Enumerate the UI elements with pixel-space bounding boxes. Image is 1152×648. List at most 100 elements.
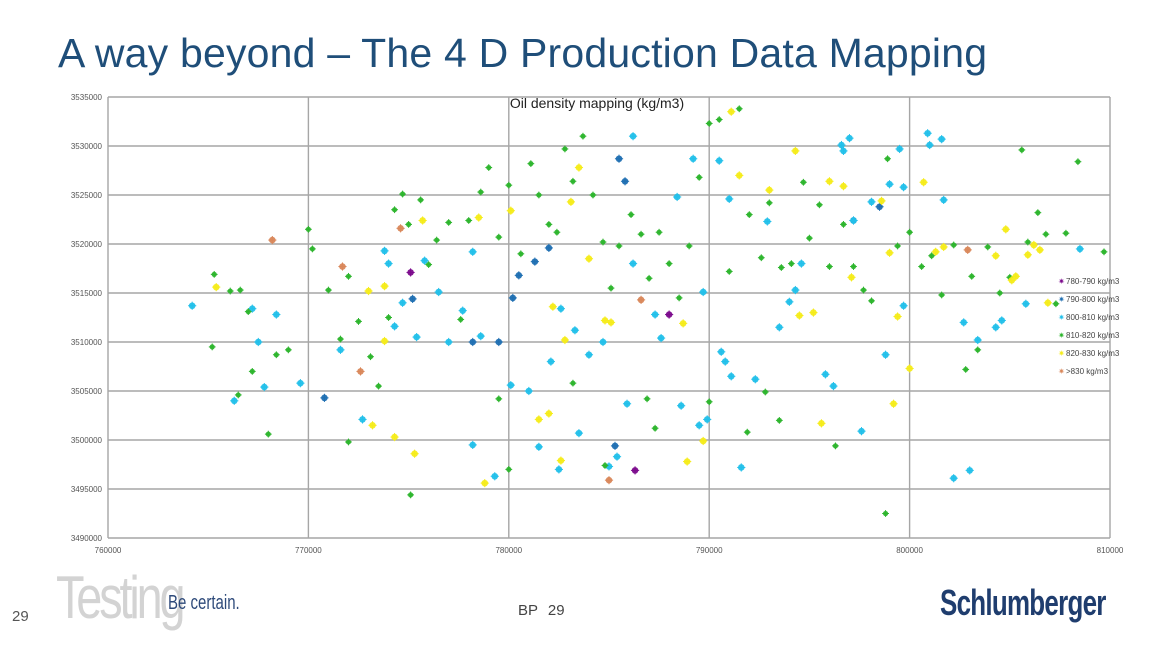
data-point — [845, 134, 854, 143]
data-point — [763, 217, 772, 226]
data-point — [1074, 158, 1082, 166]
data-point — [743, 428, 751, 436]
data-point — [391, 206, 398, 214]
data-point — [254, 337, 263, 347]
data-point — [699, 287, 708, 297]
data-point — [839, 182, 848, 191]
data-point — [885, 180, 894, 189]
data-point — [857, 427, 866, 436]
data-point — [309, 245, 316, 253]
data-point — [984, 243, 992, 251]
data-point — [345, 272, 352, 280]
x-tick-label: 770000 — [295, 546, 322, 555]
data-point — [284, 346, 292, 354]
data-point — [485, 164, 493, 171]
data-point — [885, 248, 894, 257]
data-point — [1043, 298, 1052, 307]
data-point — [445, 219, 453, 226]
data-point — [777, 264, 785, 271]
data-point — [457, 316, 465, 323]
data-point — [791, 285, 800, 295]
data-point — [665, 260, 673, 267]
data-point — [683, 457, 692, 466]
data-point — [705, 120, 713, 127]
data-point — [837, 140, 846, 150]
legend-label: 820-830 kg/m3 — [1066, 348, 1120, 358]
data-point — [809, 308, 818, 317]
data-point — [272, 310, 281, 319]
data-point — [735, 171, 744, 180]
data-point — [791, 146, 800, 155]
data-point — [468, 247, 477, 256]
data-point — [643, 395, 651, 403]
data-point — [412, 333, 421, 342]
data-point — [1001, 225, 1010, 234]
data-point — [589, 191, 597, 199]
data-point — [604, 476, 614, 485]
data-point — [906, 228, 913, 236]
data-point — [757, 254, 765, 262]
legend-item: ✷ 780-790 kg/m3 — [1058, 272, 1119, 290]
data-point — [677, 401, 686, 410]
data-point — [689, 154, 698, 163]
legend-marker-icon: ✷ — [1058, 330, 1065, 340]
data-point — [905, 364, 914, 373]
data-point — [480, 479, 489, 488]
y-tick-label: 3510000 — [71, 338, 103, 347]
data-point — [799, 178, 807, 186]
data-point — [1018, 146, 1026, 154]
data-point — [699, 436, 708, 446]
data-point — [882, 510, 889, 517]
data-point — [655, 228, 663, 236]
data-point — [574, 429, 584, 438]
data-point — [918, 263, 926, 270]
data-point — [868, 297, 875, 305]
data-point — [893, 312, 902, 321]
data-point — [569, 177, 577, 185]
data-point — [544, 243, 553, 253]
data-point — [230, 396, 239, 405]
data-point — [1035, 245, 1044, 254]
data-point — [949, 474, 958, 483]
data-point — [560, 335, 570, 345]
data-point — [505, 466, 513, 473]
slide-title: A way beyond – The 4 D Production Data M… — [58, 30, 988, 76]
data-point — [244, 308, 252, 316]
data-point — [695, 173, 703, 181]
data-point — [938, 291, 946, 299]
x-tick-label: 800000 — [896, 546, 923, 555]
data-point — [336, 345, 345, 354]
data-point — [997, 316, 1006, 325]
data-point — [433, 236, 441, 244]
data-point — [508, 293, 517, 302]
data-point — [1024, 238, 1032, 246]
data-point — [468, 440, 477, 449]
data-point — [355, 318, 362, 325]
legend-item: ✷ >830 kg/m3 — [1058, 362, 1119, 380]
legend-marker-icon: ✷ — [1058, 294, 1065, 304]
legend-item: ✷ 790-800 kg/m3 — [1058, 290, 1119, 308]
data-point — [535, 191, 543, 199]
data-point — [715, 156, 724, 165]
data-point — [408, 294, 417, 303]
data-point — [615, 242, 623, 250]
data-point — [599, 238, 607, 246]
data-point — [1029, 240, 1038, 250]
data-point — [358, 415, 367, 424]
data-point — [406, 268, 415, 277]
legend-label: 800-810 kg/m3 — [1066, 312, 1120, 322]
data-point — [556, 304, 566, 313]
data-point — [849, 216, 858, 225]
data-point — [495, 395, 503, 403]
data-point — [928, 252, 936, 260]
data-point — [1100, 248, 1108, 256]
data-point — [675, 294, 683, 302]
data-point — [695, 421, 704, 430]
data-point — [881, 350, 890, 359]
grid-layer — [107, 96, 1111, 539]
page-number: 29 — [12, 608, 29, 625]
data-point — [399, 190, 406, 198]
data-point — [679, 319, 688, 328]
data-point — [566, 197, 576, 206]
